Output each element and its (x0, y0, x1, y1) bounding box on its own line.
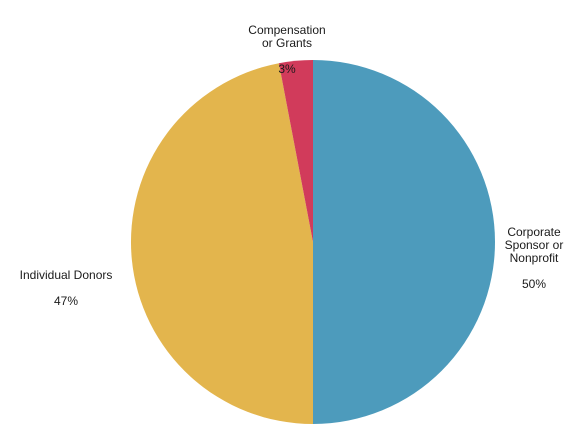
slice-label-corporate-sponsor: Corporate Sponsor or Nonprofit 50% (484, 213, 574, 304)
slice-compensation-grants (278, 60, 313, 242)
slice-label-name: Individual Donors (19, 268, 113, 282)
slice-label-value: 47% (53, 294, 79, 308)
slice-label-name: Compensation or Grants (248, 23, 326, 50)
slice-label-value: 3% (278, 62, 296, 76)
slice-label-individual-donors: Individual Donors 47% (2, 256, 130, 321)
slice-label-value: 50% (521, 277, 547, 291)
slice-label-name: Corporate Sponsor or Nonprofit (504, 225, 564, 265)
slice-individual-donors (130, 63, 313, 425)
slice-corporate-sponsor (313, 60, 495, 424)
slice-label-compensation-grants: Compensation or Grants 3% (225, 11, 349, 89)
